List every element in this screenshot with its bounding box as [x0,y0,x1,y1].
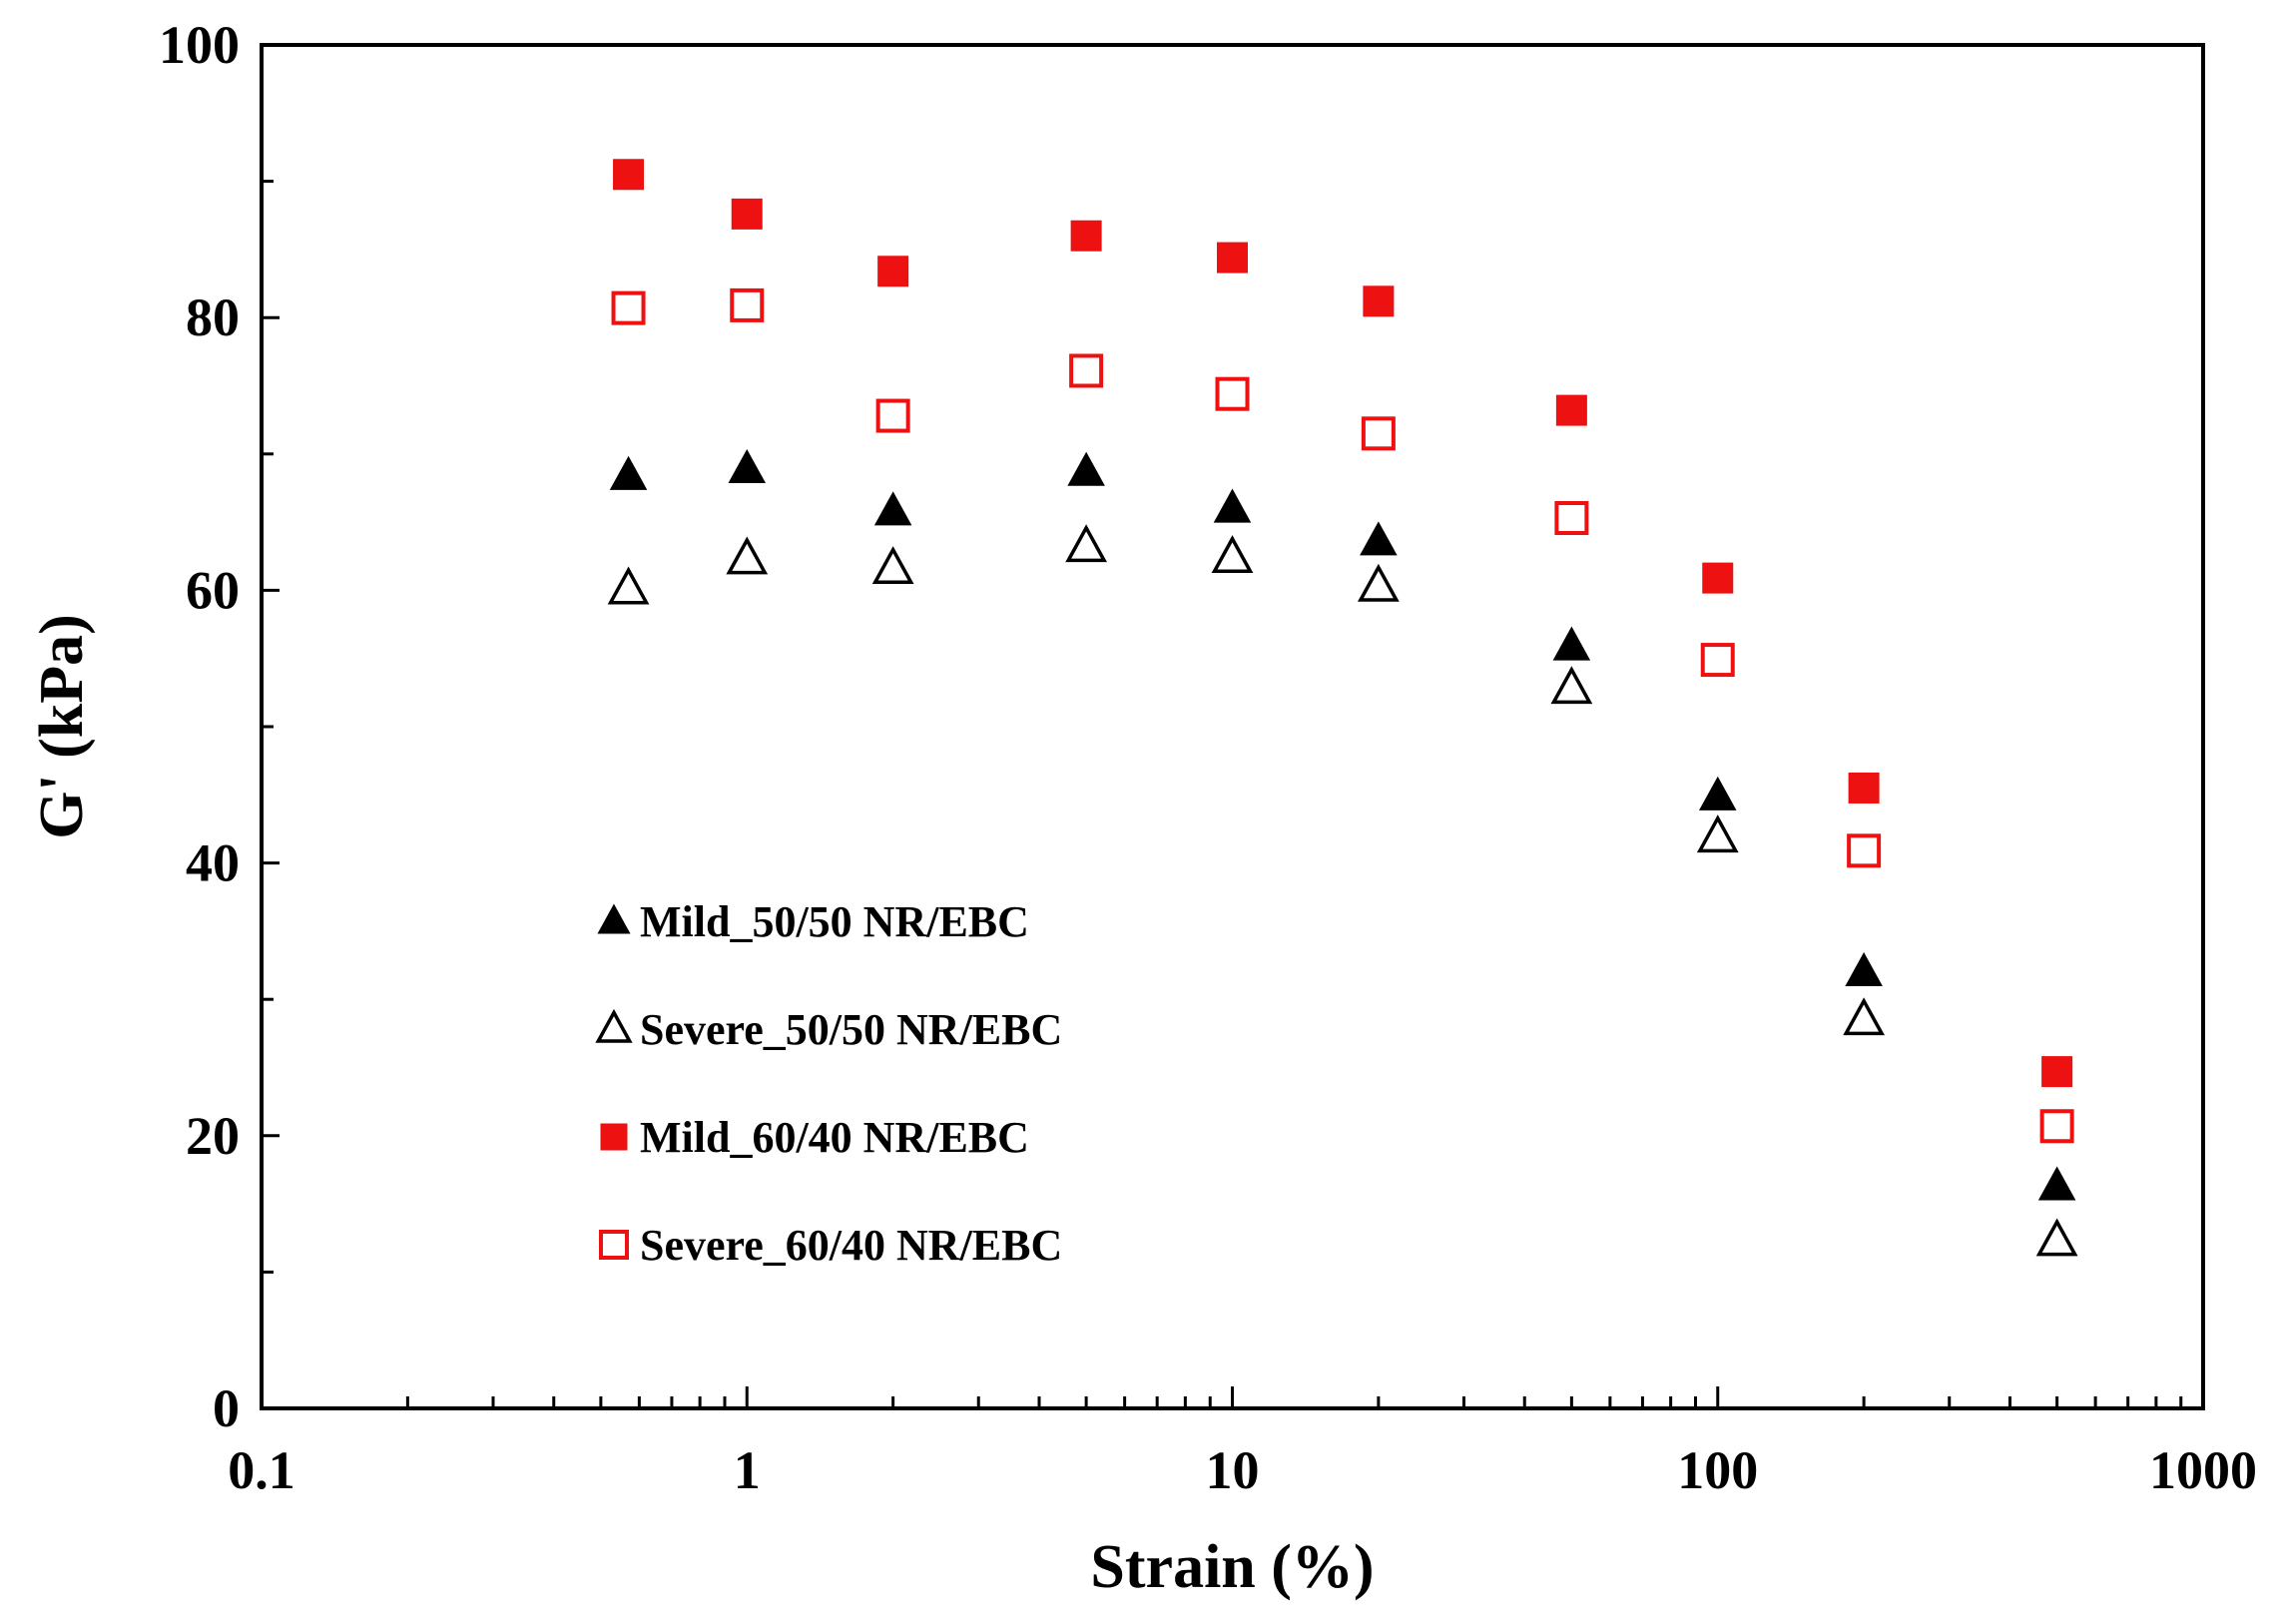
data-point [1552,626,1591,661]
x-tick-label: 10 [1206,1440,1260,1500]
data-point [730,287,765,322]
y-tick-label: 0 [213,1378,240,1438]
data-point [1360,521,1398,556]
y-tick-label: 40 [186,833,240,893]
series-1 [609,448,2076,1201]
data-point [1067,451,1105,486]
legend-marker [595,1008,633,1043]
data-point [607,566,650,605]
data-point [1700,643,1735,678]
x-tick-label: 0.1 [228,1440,295,1500]
legend-label: Mild_50/50 NR/EBC [640,897,1029,946]
x-tick-label: 100 [1677,1440,1758,1500]
data-point [1554,501,1589,536]
x-axis-ticks: 0.1 1 10 100 1000 [228,1386,2257,1500]
data-point [1696,814,1739,853]
legend-label: Mild_60/40 NR/EBC [640,1113,1029,1162]
y-tick-label: 80 [186,287,240,347]
series-3 [613,159,2073,1088]
data-point [1550,666,1593,705]
legend: Mild_50/50 NR/EBC Severe_50/50 NR/EBC Mild… [595,897,1062,1270]
legend-item-1: Mild_50/50 NR/EBC [597,897,1029,946]
data-point [613,159,645,191]
data-point [1211,535,1254,574]
data-point [1070,220,1102,252]
series-2 [607,524,2078,1257]
data-point [731,198,763,230]
data-point [877,256,909,287]
data-point [875,398,910,433]
legend-marker [600,1123,628,1151]
data-point [1069,353,1104,388]
series-4 [611,287,2074,1144]
data-point [1215,376,1250,411]
legend-label: Severe_60/40 NR/EBC [640,1221,1062,1270]
data-point [1845,951,1883,987]
data-point [609,455,648,490]
legend-marker [599,1230,629,1260]
legend-marker [597,903,631,934]
data-point [1698,776,1737,811]
data-markers [607,159,2078,1257]
legend-item-4: Severe_60/40 NR/EBC [599,1221,1062,1270]
y-tick-label: 20 [186,1106,240,1166]
data-point [1357,563,1400,602]
legend-item-3: Mild_60/40 NR/EBC [600,1113,1029,1162]
x-tick-label: 1000 [2149,1440,2257,1500]
data-point [1555,394,1587,426]
y-axis-ticks: 0 20 40 60 80 100 [159,15,280,1438]
x-tick-label: 1 [734,1440,761,1500]
data-point [726,536,769,575]
data-point [2037,1166,2076,1201]
y-axis-title: G' (kPa) [28,614,96,839]
legend-item-2: Severe_50/50 NR/EBC [595,1005,1062,1054]
data-point [1702,562,1734,594]
x-axis-title: Strain (%) [1090,1533,1374,1601]
data-point [1363,285,1395,317]
data-point [1847,833,1882,868]
data-point [2035,1218,2078,1257]
data-point [728,448,767,484]
data-point [871,546,914,584]
data-point [1361,416,1396,451]
data-point [1217,242,1248,273]
data-point [2039,1109,2074,1144]
legend-label: Severe_50/50 NR/EBC [640,1005,1062,1054]
data-point [1843,997,1886,1036]
y-tick-label: 100 [159,15,240,75]
data-point [873,491,912,526]
data-point [1848,772,1880,804]
data-point [2041,1056,2073,1088]
data-point [1213,488,1252,523]
data-point [611,290,646,325]
data-point [1065,524,1108,563]
y-tick-label: 60 [186,560,240,620]
